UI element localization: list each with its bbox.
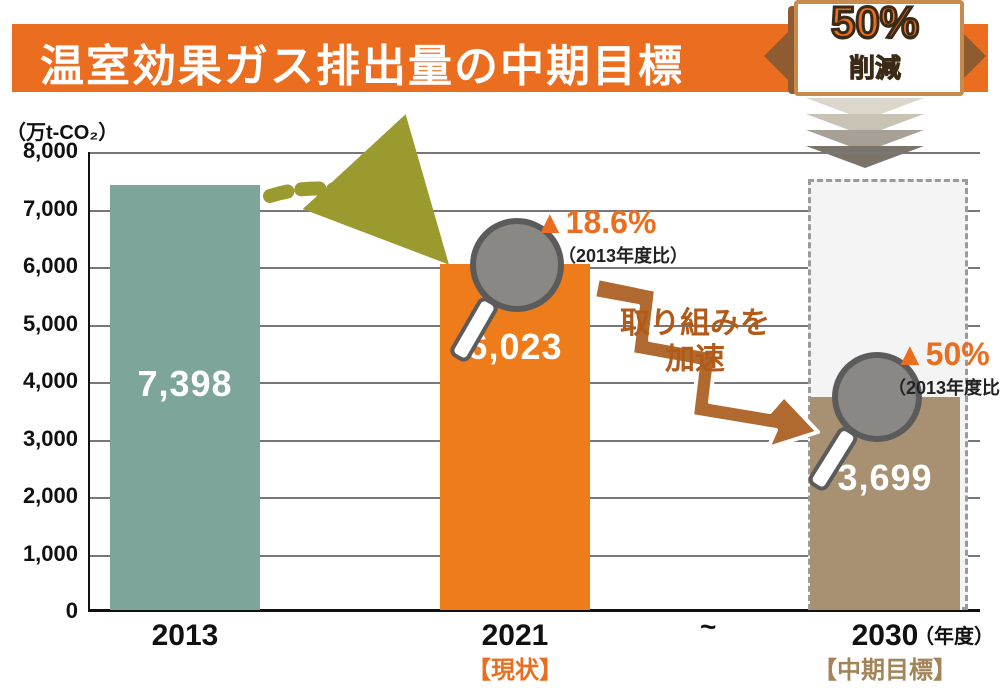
annotation-2030: ▲50% （2013年度比） — [832, 330, 1000, 490]
ghg-midterm-target-chart: { "title": "温室効果ガス排出量の中期目標", "badge": { … — [0, 0, 1000, 691]
x-tick-label: 2021 — [420, 619, 610, 653]
annotation-2021-pct: ▲18.6% — [534, 204, 656, 241]
x-tick-sublabel: 【中期目標】 — [780, 650, 990, 685]
x-tick-label: 2013 — [90, 619, 280, 653]
annotation-2030-note: （2013年度比） — [888, 374, 1000, 400]
x-tick-sublabel: 【現状】 — [410, 650, 620, 685]
x-tilde: ~ — [700, 611, 716, 643]
x-tick-label: 2030 — [790, 619, 980, 653]
accelerate-line2: 加速 — [665, 343, 725, 376]
accelerate-line1: 取り組みを — [620, 307, 770, 340]
annotation-2030-pct: ▲50% — [894, 336, 990, 373]
accelerate-callout: 取り組みを 加速 — [590, 306, 800, 378]
annotation-2021-note: （2013年度比） — [558, 242, 688, 268]
